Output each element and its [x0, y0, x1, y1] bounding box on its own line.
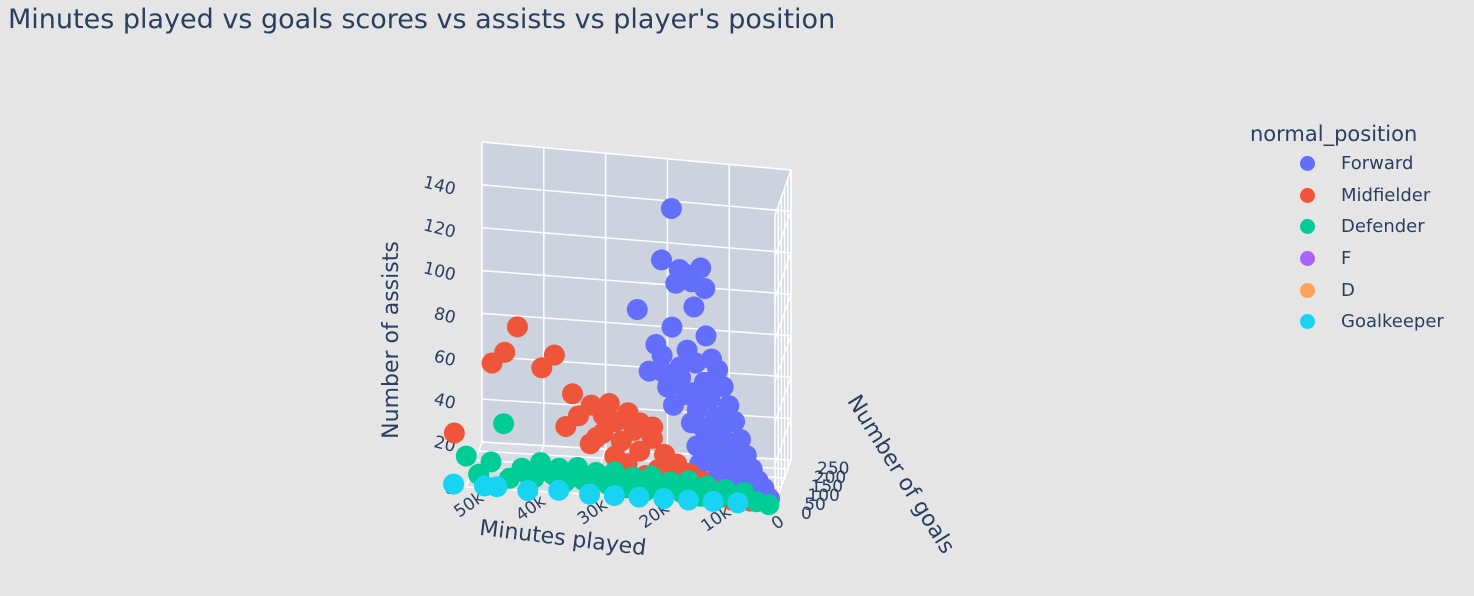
data-point[interactable] [674, 263, 696, 285]
legend-label: D [1341, 279, 1355, 301]
data-point[interactable] [681, 382, 703, 404]
data-point[interactable] [695, 325, 717, 347]
data-point[interactable] [685, 352, 707, 374]
data-point[interactable] [669, 356, 691, 378]
z-tick-label: 140 [421, 173, 457, 200]
z-tick-label: 80 [432, 304, 458, 329]
data-point[interactable] [481, 352, 503, 374]
gridline [465, 441, 483, 488]
data-point[interactable] [663, 394, 684, 416]
data-point[interactable] [555, 416, 577, 437]
legend-marker-icon [1300, 314, 1315, 330]
data-point[interactable] [712, 376, 734, 398]
side-pane [775, 170, 791, 505]
data-point[interactable] [579, 433, 601, 455]
legend-item[interactable]: Forward [1250, 148, 1444, 180]
data-point[interactable] [641, 427, 663, 449]
data-point[interactable] [692, 417, 714, 438]
legend-marker-icon [1300, 219, 1315, 235]
data-point[interactable] [698, 433, 720, 454]
y-tick-label: 250 [817, 459, 849, 479]
gridline [481, 184, 792, 213]
data-point[interactable] [562, 383, 583, 405]
legend-item[interactable]: F [1250, 243, 1444, 275]
chart-title: Minutes played vs goals scores vs assist… [8, 4, 836, 35]
data-point[interactable] [455, 445, 477, 467]
z-tick-label: 40 [432, 389, 458, 414]
data-point[interactable] [628, 486, 650, 508]
legend-items: Forward Midfielder Defender F D Goalkeeper [1250, 148, 1444, 338]
gridline [481, 226, 792, 254]
legend-marker-icon [1300, 187, 1315, 203]
legend-marker-icon [1300, 156, 1315, 172]
data-point[interactable] [626, 299, 648, 320]
legend-label: Midfielder [1341, 184, 1431, 206]
legend-label: Defender [1341, 216, 1425, 238]
data-point[interactable] [506, 316, 528, 338]
data-point[interactable] [603, 485, 625, 507]
data-point[interactable] [758, 494, 780, 516]
legend-marker-icon [1300, 251, 1315, 267]
data-point[interactable] [629, 412, 651, 434]
data-point[interactable] [443, 473, 465, 495]
x-tick-label: 0 [768, 512, 788, 535]
data-point[interactable] [486, 476, 508, 498]
z-axis-title: Number of assists [379, 241, 404, 439]
data-point[interactable] [702, 490, 724, 512]
gridline [481, 312, 792, 337]
data-point[interactable] [660, 198, 682, 219]
y-tick-label: 0 [801, 504, 812, 524]
data-point[interactable] [579, 483, 601, 505]
legend-label: F [1341, 248, 1352, 270]
data-point[interactable] [653, 488, 675, 509]
legend: normal_position Forward Midfielder Defende… [1250, 122, 1444, 338]
data-point[interactable] [661, 316, 683, 338]
data-point[interactable] [598, 392, 620, 414]
data-point[interactable] [653, 362, 675, 384]
data-point[interactable] [678, 489, 699, 511]
data-point[interactable] [683, 296, 705, 318]
data-point[interactable] [517, 480, 539, 502]
legend-marker-icon [1300, 282, 1315, 298]
legend-label: Forward [1341, 153, 1414, 175]
gridline [481, 141, 792, 171]
z-tick-label: 120 [421, 215, 457, 242]
gridline [481, 269, 792, 296]
data-point[interactable] [727, 492, 749, 514]
data-point[interactable] [707, 359, 729, 381]
y-axis-title: Number of goals [842, 391, 960, 559]
data-point[interactable] [686, 399, 708, 420]
z-tick-label: 60 [432, 347, 458, 372]
x-axis-title: Minutes played [478, 516, 647, 561]
y-tick-label: 100 [807, 486, 839, 506]
gridline [481, 355, 792, 378]
data-point[interactable] [443, 422, 465, 444]
legend-item[interactable]: Midfielder [1250, 180, 1444, 212]
data-point[interactable] [651, 344, 673, 366]
y-tick-label: 150 [811, 477, 843, 497]
data-point[interactable] [548, 479, 570, 501]
y-tick-label: 50 [804, 495, 826, 515]
legend-title: normal_position [1250, 122, 1418, 146]
point-layer [443, 198, 780, 516]
data-point[interactable] [543, 344, 565, 366]
legend-item[interactable]: D [1250, 274, 1444, 306]
z-tick-label: 100 [421, 258, 457, 285]
legend-label: Goalkeeper [1341, 311, 1444, 333]
data-point[interactable] [531, 357, 553, 379]
legend-item[interactable]: Goalkeeper [1250, 306, 1444, 338]
data-point[interactable] [493, 413, 515, 435]
data-point[interactable] [651, 249, 672, 271]
legend-item[interactable]: Defender [1250, 211, 1444, 243]
y-tick-label: 200 [814, 468, 846, 488]
